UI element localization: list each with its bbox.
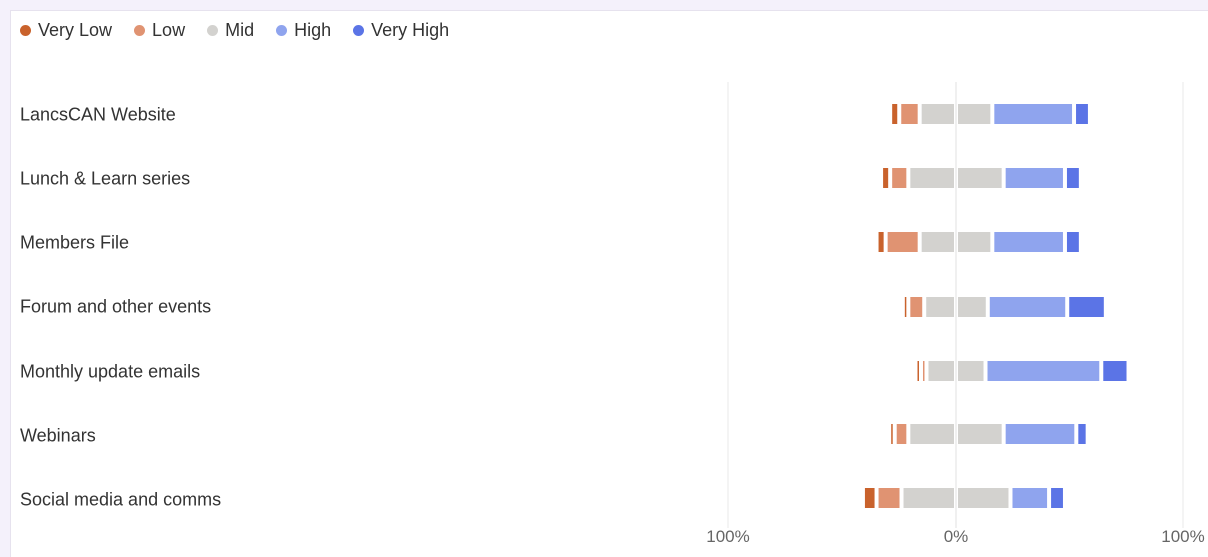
legend-swatch-very-high	[353, 25, 365, 36]
x-tick-label: 0%	[943, 527, 969, 546]
legend-item-very-low[interactable]: Very Low	[20, 20, 112, 41]
bar-segment-mid	[958, 168, 1002, 188]
bar-segment-very-high	[1078, 424, 1086, 444]
bar-segment-high	[994, 104, 1073, 124]
category-label: Monthly update emails	[20, 361, 201, 382]
legend-label-low: Low	[152, 20, 186, 40]
bar-segment-high	[989, 297, 1066, 317]
bar-segment-very-high	[1066, 168, 1079, 188]
legend-swatch-mid	[207, 25, 219, 36]
bar-segment-mid	[910, 168, 954, 188]
bar-segment-mid	[928, 361, 954, 381]
legend-label-very-low: Very Low	[38, 20, 113, 40]
bar-segment-mid	[958, 361, 984, 381]
chart-legend: Very Low Low Mid High Very High	[20, 20, 449, 41]
bar-segment-mid	[921, 104, 954, 124]
legend-item-high[interactable]: High	[276, 20, 331, 41]
bar-segment-mid	[958, 488, 1009, 508]
bar-segment-mid	[903, 488, 954, 508]
category-label: Members File	[20, 232, 130, 253]
bar-segment-high	[1012, 488, 1048, 508]
bar-segment-very-low	[892, 104, 898, 124]
bar-segment-mid	[958, 232, 991, 252]
bar-segment-very-low	[917, 361, 919, 381]
bar-segment-low	[910, 297, 923, 317]
legend-swatch-high	[276, 25, 288, 36]
bar-segment-high	[987, 361, 1100, 381]
bar-segment-low	[896, 424, 907, 444]
bar-segment-very-high	[1076, 104, 1088, 124]
bar-segment-mid	[910, 424, 954, 444]
legend-item-mid[interactable]: Mid	[207, 20, 254, 41]
legend-swatch-low	[134, 25, 146, 36]
bar-segment-very-high	[1103, 361, 1127, 381]
chart-card	[10, 10, 1208, 557]
legend-item-low[interactable]: Low	[134, 20, 185, 41]
legend-swatch-very-low	[20, 25, 31, 36]
bar-segment-low	[892, 168, 907, 188]
bar-segment-mid	[958, 297, 986, 317]
bar-segment-very-low	[883, 168, 889, 188]
bar-segment-very-high	[1069, 297, 1104, 317]
legend-item-very-high[interactable]: Very High	[353, 20, 449, 41]
bar-segment-very-low	[904, 297, 907, 317]
bar-segment-low	[901, 104, 918, 124]
x-tick-label: 100%	[706, 527, 750, 546]
bar-segment-high	[1005, 424, 1075, 444]
bar-segment-very-high	[1051, 488, 1063, 508]
legend-label-high: High	[294, 20, 332, 40]
bar-segment-mid	[926, 297, 954, 317]
legend-label-mid: Mid	[225, 20, 255, 40]
x-tick-label: 100%	[1161, 527, 1205, 546]
legend-label-very-high: Very High	[371, 20, 450, 40]
bar-segment-very-low	[878, 232, 884, 252]
bar-segment-high	[1005, 168, 1063, 188]
bar-segment-mid	[921, 232, 954, 252]
bar-segment-low	[922, 361, 925, 381]
category-label: Forum and other events	[20, 296, 212, 317]
bar-segment-very-low	[891, 424, 893, 444]
bar-segment-high	[994, 232, 1063, 252]
bar-segment-mid	[958, 424, 1002, 444]
bar-segment-low	[887, 232, 918, 252]
bar-segment-very-low	[864, 488, 875, 508]
category-label: Lunch & Learn series	[20, 168, 191, 189]
bar-segment-low	[878, 488, 900, 508]
category-label: Webinars	[20, 425, 96, 446]
bar-segment-very-high	[1066, 232, 1079, 252]
bar-segment-mid	[958, 104, 991, 124]
category-label: Social media and comms	[20, 489, 222, 510]
category-label: LancsCAN Website	[20, 104, 176, 125]
